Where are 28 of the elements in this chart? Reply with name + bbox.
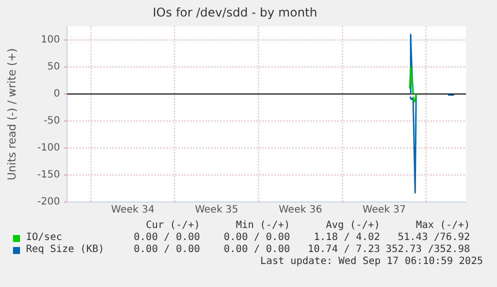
text: 0.00 / 0.00 [134, 244, 200, 255]
legend-label: Req Size (KB) [26, 244, 104, 255]
legend-label: IO/sec [26, 232, 62, 243]
y-tick-label: 50 [47, 62, 60, 73]
y-tick-label: -100 [37, 142, 60, 154]
text: Avg (-/+) [326, 220, 380, 231]
y-tick-label: 100 [40, 34, 60, 46]
x-tick-label: Week 34 [111, 204, 154, 216]
text: 51.43 /76.92 [398, 232, 470, 243]
y-tick-label: 0 [54, 88, 60, 100]
text: Min (-/+) [236, 220, 290, 231]
text: 0.00 / 0.00 [132, 232, 200, 243]
x-tick-label: Week 35 [194, 204, 238, 216]
text: Max (-/+) [416, 220, 470, 231]
text: 0.00 / 0.00 [224, 244, 290, 255]
x-tick-label: Week 36 [278, 204, 322, 216]
y-tick-label: -150 [37, 170, 60, 181]
chart-title: IOs for /dev/sdd - by month [152, 5, 318, 20]
x-tick-label: Week 37 [362, 204, 406, 216]
y-tick-label: -50 [44, 116, 60, 127]
y-tick-label: -200 [37, 196, 60, 208]
text: 10.74 / 7.23 [308, 244, 380, 255]
text: 352.73 /352.98 [386, 244, 470, 255]
y-axis-title: Units read (-) / write (+) [5, 48, 18, 180]
text: Last update: Wed Sep 17 06:10:59 2025 [259, 256, 483, 267]
text: 1.18 / 4.02 [314, 232, 380, 243]
text: 0.00 / 0.00 [224, 232, 290, 243]
text: Cur (-/+) [144, 220, 200, 231]
